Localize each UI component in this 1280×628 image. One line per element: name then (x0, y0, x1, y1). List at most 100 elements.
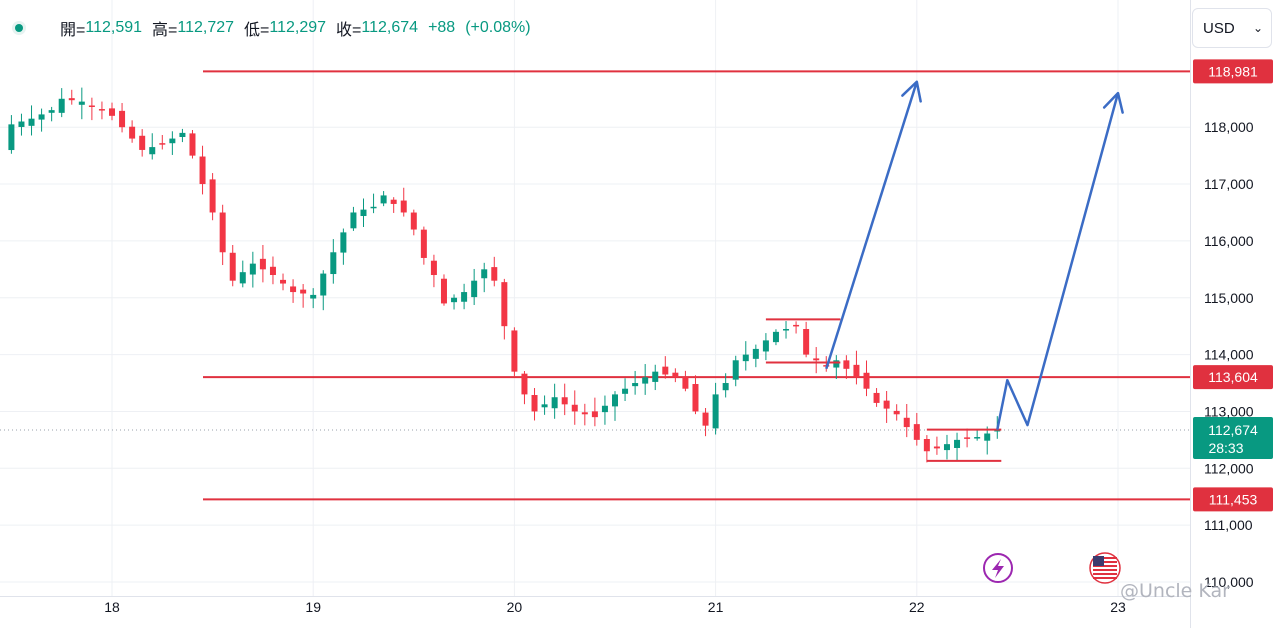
candle-body (38, 114, 45, 120)
flag-stripe (1093, 565, 1117, 567)
level-label: 111,453 (1209, 491, 1258, 507)
candle-body (752, 348, 759, 359)
close-value: 112,674 (361, 19, 419, 36)
candle-body (440, 278, 447, 304)
level-label-box (1193, 59, 1273, 84)
candle-body (803, 329, 810, 355)
candle-body (350, 212, 357, 229)
candle-body (903, 417, 910, 428)
candle-body (622, 388, 629, 394)
high-value: 112,727 (177, 19, 235, 36)
candle-body (280, 279, 287, 284)
candle-body (511, 330, 518, 372)
flag-stripe (1093, 561, 1117, 563)
candle-body (652, 371, 659, 382)
flag-canton (1093, 556, 1104, 566)
candle-body (672, 372, 679, 378)
candle-body (531, 395, 538, 412)
candle-body (813, 358, 820, 361)
candle-body (722, 383, 729, 391)
axes: 110,000 111,000 112,000 113,000 114,000 115,0… (0, 0, 1254, 628)
candle-body (189, 133, 196, 156)
candle-body (591, 411, 598, 418)
candle-body (300, 289, 307, 294)
candle-body (48, 110, 55, 113)
candle-body (642, 377, 649, 384)
candle-body (762, 340, 769, 352)
candle-body (923, 439, 930, 452)
candle-body (491, 267, 498, 281)
indicator-icons[interactable] (983, 552, 1121, 584)
candle-body (219, 212, 226, 253)
candle-body (581, 412, 588, 415)
candle-body (209, 179, 216, 213)
candle-body (290, 286, 297, 293)
candle-body (380, 195, 387, 204)
currency-label: USD (1203, 19, 1235, 37)
candle-body (249, 263, 256, 275)
candle-body (551, 397, 558, 409)
candle-body (461, 292, 468, 302)
open-label: 開= (60, 22, 86, 39)
candle-body (159, 143, 166, 145)
y-tick-label: 112,000 (1204, 460, 1254, 476)
candle-body (712, 394, 719, 429)
x-tick-label: 23 (1110, 599, 1126, 615)
candle-body (561, 397, 568, 405)
x-tick-label: 21 (708, 599, 724, 615)
candle-body (742, 354, 749, 362)
us-flag-icon[interactable] (1089, 552, 1121, 584)
candle-body (18, 121, 25, 127)
level-label-box (1193, 365, 1273, 390)
flag-stripe (1093, 573, 1117, 575)
current-price-box (1193, 416, 1273, 459)
candle-body (119, 110, 126, 128)
y-tick-label: 113,000 (1204, 403, 1254, 419)
candle-body (541, 404, 548, 408)
candle-body (420, 229, 427, 258)
arrow-head (901, 80, 922, 103)
candle-body (360, 209, 367, 217)
projection-arrow-2 (996, 92, 1120, 430)
candle-body (58, 98, 65, 113)
candle-body (88, 105, 95, 107)
candle-body (471, 280, 478, 298)
x-tick-label: 18 (104, 599, 120, 615)
candle-body (68, 98, 75, 101)
candle-body (521, 373, 528, 395)
candle-body (783, 329, 790, 331)
candle-body (833, 360, 840, 368)
candle-body (893, 410, 900, 415)
candle-body (481, 269, 488, 279)
candle-body (430, 260, 437, 276)
candle-body (269, 266, 276, 276)
flag-stripe (1093, 569, 1117, 571)
status-dot-icon[interactable] (12, 21, 26, 35)
candle-body (310, 294, 317, 299)
candle-body (964, 437, 971, 439)
candle-body (340, 232, 347, 253)
candle-body (933, 446, 940, 449)
candle-body (883, 400, 890, 409)
candle-body (954, 439, 961, 448)
y-tick-label: 118,000 (1204, 119, 1254, 135)
candle-body (772, 331, 779, 343)
candle-body (410, 212, 417, 230)
x-tick-label: 22 (909, 599, 925, 615)
y-tick-label: 110,000 (1204, 574, 1254, 590)
level-label: 118,981 (1208, 63, 1258, 79)
projections (825, 80, 1124, 430)
level-label: 113,604 (1208, 369, 1258, 385)
lightning-icon[interactable] (983, 553, 1013, 583)
candle-body (199, 156, 206, 185)
candle-body (873, 392, 880, 403)
levels: 118,981 113,604 111,453 112,674 28:33 (0, 59, 1273, 512)
grid (0, 0, 1190, 596)
lightning-icon-bolt (992, 559, 1004, 578)
low-label: 低= (244, 22, 270, 39)
y-tick-label: 116,000 (1204, 233, 1254, 249)
open-value: 112,591 (85, 19, 143, 36)
currency-selector[interactable]: USD ⌄ (1192, 8, 1272, 48)
candle-body (793, 324, 800, 327)
